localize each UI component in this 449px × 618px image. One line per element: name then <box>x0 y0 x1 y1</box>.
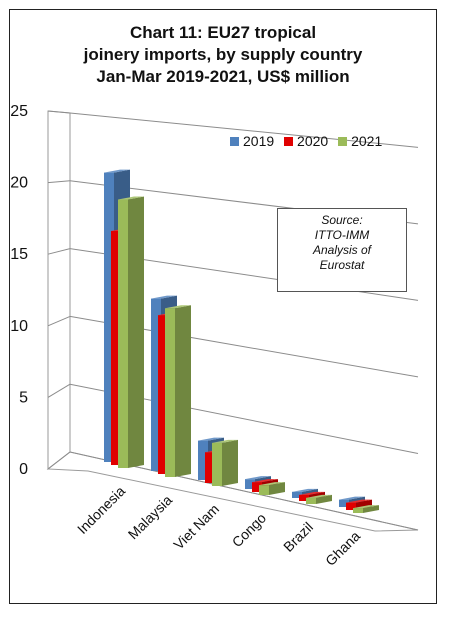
bar-2019-Congo <box>245 479 255 489</box>
y-tick-0: 0 <box>19 461 28 478</box>
bar-2019-Indonesia <box>104 172 114 462</box>
side-gridline-20 <box>47 180 71 184</box>
bar-top-2021-Brazil <box>306 494 332 498</box>
bar-top-2019-Viet Nam <box>198 437 224 441</box>
bar-2019-Ghana <box>339 499 349 507</box>
bar-2021-Ghana <box>353 508 363 513</box>
legend-item-2021: 2021 <box>338 133 382 149</box>
side-gridline-10 <box>47 315 71 327</box>
legend-swatch-2020 <box>284 136 294 146</box>
bar-2020-Indonesia <box>111 231 121 465</box>
bar-2021-Viet Nam <box>212 442 222 486</box>
bar-side-2021-Brazil <box>316 494 332 504</box>
bar-side-2021-Viet Nam <box>222 439 238 486</box>
legend-label-2021: 2021 <box>351 133 383 149</box>
side-gridline-15 <box>47 248 71 255</box>
bar-2020-Viet Nam <box>205 452 215 483</box>
bar-top-2021-Malaysia <box>165 305 191 309</box>
bar-side-2021-Ghana <box>363 505 379 513</box>
chart-title-line-3: Jan-Mar 2019-2021, US$ million <box>96 67 350 86</box>
chart-title: Chart 11: EU27 tropical joinery imports,… <box>10 22 436 88</box>
bar-top-2019-Ghana <box>339 496 365 500</box>
source-line-4: Eurostat <box>319 258 365 272</box>
chart-title-line-1: Chart 11: EU27 tropical <box>129 23 317 42</box>
source-note: Source: ITTO-IMM Analysis of Eurostat <box>277 208 407 292</box>
bar-top-2019-Indonesia <box>104 169 130 173</box>
bar-2021-Brazil <box>306 497 316 504</box>
bar-top-2019-Brazil <box>292 488 318 492</box>
source-line-2: ITTO-IMM <box>314 228 370 242</box>
bar-side-2021-Congo <box>269 482 285 495</box>
bar-top-2021-Congo <box>259 482 285 486</box>
bar-2019-Brazil <box>292 491 302 498</box>
side-gridline-25 <box>47 110 71 114</box>
legend-label-2020: 2020 <box>297 133 329 149</box>
side-gridline-5 <box>47 383 71 398</box>
side-wall <box>47 110 71 471</box>
bar-2020-Malaysia <box>158 315 168 474</box>
legend-swatch-2019 <box>230 136 239 146</box>
bar-2019-Viet Nam <box>198 440 208 480</box>
bar-top-2021-Indonesia <box>118 196 144 200</box>
bar-top-2021-Viet Nam <box>212 439 238 443</box>
side-gridline-0 <box>47 451 71 470</box>
bar-2021-Indonesia <box>118 199 128 469</box>
source-line-3: Analysis of <box>312 243 372 257</box>
bar-2021-Congo <box>259 485 269 495</box>
bar-top-2020-Ghana <box>346 499 372 503</box>
y-tick-10: 10 <box>10 318 28 335</box>
y-tick-15: 15 <box>10 246 28 263</box>
x-tick-congo: Congo <box>229 510 270 551</box>
legend-item-2020: 2020 <box>284 133 328 149</box>
bar-2020-Ghana <box>346 502 356 510</box>
source-line-1: Source: <box>321 213 363 227</box>
bar-2019-Malaysia <box>151 298 161 471</box>
bar-top-2020-Brazil <box>299 491 325 495</box>
bar-2020-Congo <box>252 482 262 492</box>
x-tick-malaysia: Malaysia <box>125 492 176 543</box>
chart-title-line-2: joinery imports, by supply country <box>83 45 363 64</box>
bar-side-2021-Indonesia <box>128 196 144 469</box>
bar-top-2020-Congo <box>252 479 278 483</box>
gridline-25 <box>69 112 419 148</box>
legend-swatch-2021 <box>338 136 348 146</box>
bar-top-2019-Malaysia <box>151 295 177 299</box>
x-tick-indonesia: Indonesia <box>74 483 128 537</box>
bar-2021-Malaysia <box>165 308 175 477</box>
y-tick-5: 5 <box>19 389 28 406</box>
x-tick-brazil: Brazil <box>280 519 316 555</box>
bar-top-2021-Ghana <box>353 505 379 509</box>
y-tick-20: 20 <box>10 175 28 192</box>
legend-label-2019: 2019 <box>243 133 275 149</box>
legend-item-2019: 2019 <box>230 133 274 149</box>
x-tick-ghana: Ghana <box>322 528 363 569</box>
y-tick-25: 25 <box>10 103 28 120</box>
bar-2020-Brazil <box>299 494 309 501</box>
x-tick-viet-nam: Viet Nam <box>170 501 222 553</box>
bar-top-2019-Congo <box>245 476 271 480</box>
chart-legend: 2019 2020 2021 <box>230 133 388 149</box>
bar-side-2021-Malaysia <box>175 305 191 477</box>
